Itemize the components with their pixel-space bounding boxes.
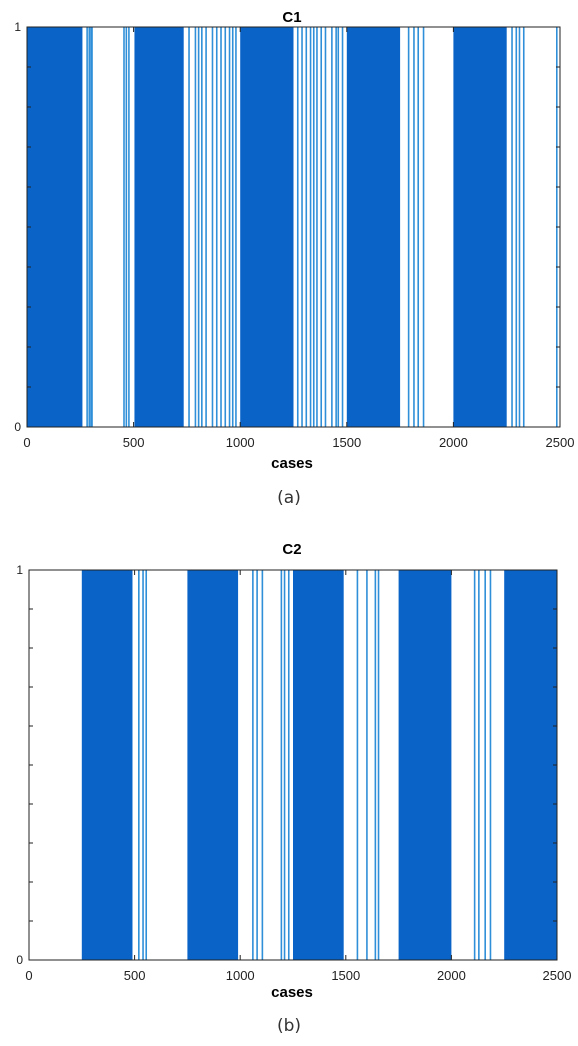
x-tick-label-0: 0 xyxy=(23,435,30,450)
x-tick-label-4: 2000 xyxy=(439,435,468,450)
bar-segment-0 xyxy=(27,27,83,427)
x-tick-label-1: 500 xyxy=(123,435,145,450)
y-tick-label-0: 0 xyxy=(16,953,23,967)
bar-segment-4 xyxy=(453,27,507,427)
x-tick-label-1: 500 xyxy=(124,968,146,983)
y-tick-label-0: 0 xyxy=(14,420,21,434)
x-tick-label-3: 1500 xyxy=(331,968,360,983)
bar-segment-3 xyxy=(398,570,452,960)
y-tick-label-1: 1 xyxy=(16,563,23,577)
y-tick-label-1: 1 xyxy=(14,20,21,34)
caption-a: (a) xyxy=(277,488,301,508)
x-tick-label-5: 2500 xyxy=(543,968,572,983)
x-tick-label-2: 1000 xyxy=(226,435,255,450)
bar-segment-0 xyxy=(81,570,133,960)
ticks-layer: 0 500 1000 1500 2000 2500 0 1 xyxy=(16,563,571,983)
x-tick-label-4: 2000 xyxy=(437,968,466,983)
chart-title: C2 xyxy=(282,541,301,558)
x-axis-label: cases xyxy=(271,984,313,1001)
x-tick-label-0: 0 xyxy=(25,968,32,983)
x-tick-label-5: 2500 xyxy=(546,435,575,450)
x-tick-label-2: 1000 xyxy=(226,968,255,983)
bar-segment-2 xyxy=(240,27,294,427)
bar-segment-1 xyxy=(134,27,184,427)
x-tick-label-3: 1500 xyxy=(332,435,361,450)
bars-layer xyxy=(81,570,557,960)
bar-segment-1 xyxy=(187,570,239,960)
chart-c2: C2 0 500 1000 1500 2000 2500 0 1 cases xyxy=(16,541,571,1001)
bar-segment-4 xyxy=(504,570,557,960)
chart-c1: C1 0 500 1000 1500 2000 2500 0 1 cases xyxy=(14,9,574,472)
bar-segment-3 xyxy=(346,27,401,427)
x-axis-label: cases xyxy=(271,455,313,472)
caption-b: (b) xyxy=(276,1016,302,1036)
chart-title: C1 xyxy=(282,9,301,26)
bars-layer xyxy=(27,27,558,427)
bar-segment-2 xyxy=(293,570,344,960)
ticks-layer: 0 500 1000 1500 2000 2500 0 1 xyxy=(14,20,574,450)
